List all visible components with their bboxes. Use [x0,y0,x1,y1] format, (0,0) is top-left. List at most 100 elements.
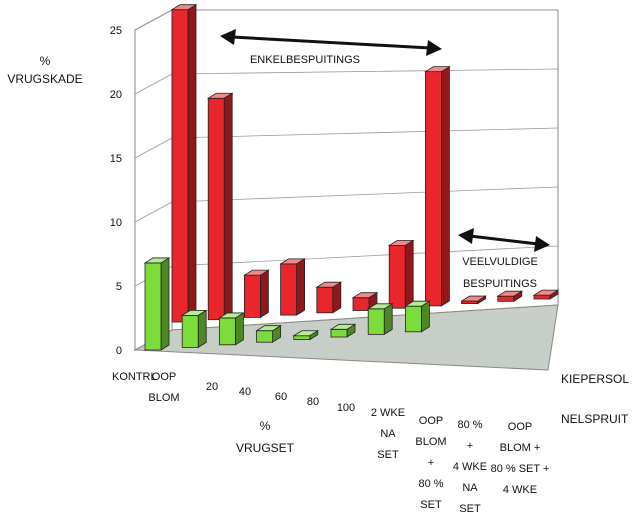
bar-nelspruit-7 [404,300,431,333]
bar-kiepersol-6 [387,239,415,309]
x-tick-label-line: BLOM [148,392,179,404]
gridline-side [134,73,173,95]
x-tick-label-line: NA [462,482,478,494]
series-label-kiepersol: KIEPERSOL [561,372,629,386]
bar-kiepersol-7-top [424,66,451,73]
bar-kiepersol-9-top [496,290,524,297]
bar-kiepersol-10 [532,289,560,300]
y-axis-title-line2: VRUGSKADE [7,72,82,86]
multiple-spray-label-line1: VEELVULDIGE [462,256,538,268]
x-tick-label-line: BLOM [415,436,446,448]
x-tick-label-line: 60 [275,391,287,403]
x-tick-label: 100 [337,402,355,414]
y-axis-title-line1: % [40,54,51,68]
bar-nelspruit-1-top [180,309,208,316]
x-tick-label: OOP BLOM +80 % SET [415,415,446,511]
gridline-side [134,201,173,223]
x-tick-label-line: 40 [239,386,251,398]
x-tick-label: 40 [239,386,251,398]
x-tick-label-line: 2 WKE [371,407,405,419]
x-tick-label-line: 4 WKE [503,484,537,496]
x-tick-label-line: 80 % [457,419,482,431]
y-tick-label: 25 [110,25,122,37]
multiple-spray-label-line2: BESPUITINGS [463,278,537,290]
bar-nelspruit-6 [366,303,394,336]
x-tick-label-line: + [467,440,473,452]
x-tick-label: OOP BLOM + 80 % SET + 4 WKE [491,421,550,496]
x-tick-label-line: OOP [419,415,443,427]
bar-kiepersol-6-side [404,239,414,309]
y-tick-label: 5 [116,281,122,293]
bar-nelspruit-5-top [329,323,357,330]
x-axis-title-line1: % [260,419,271,433]
bar-kiepersol-8 [460,295,487,305]
bar-kiepersol-2-top [243,269,270,276]
bar-kiepersol-6-top [387,240,415,246]
x-tick-label: 60 [275,391,287,403]
bar-kiepersol-9-front [497,295,515,302]
bar-nelspruit-2-front [218,317,236,346]
bar-kiepersol-9 [496,290,524,303]
bar-nelspruit-5 [329,323,357,338]
x-tick-label-line: 80 % SET + [491,463,550,475]
bar-nelspruit-2 [218,312,245,346]
bar-kiepersol-3-top [279,258,306,265]
x-tick-label-line: 4 WKE [453,461,487,473]
bar-kiepersol-0-side [187,3,197,323]
y-tick-label: 15 [110,153,122,165]
single-spray-label: ENKELBESPUITINGS [250,54,360,66]
bar-nelspruit-1-front [181,314,199,348]
x-tick-label-line: + [428,457,434,469]
bar-kiepersol-8-top [460,295,487,302]
bar-kiepersol-10-front [533,294,551,300]
bar-nelspruit-0-top [143,257,171,264]
x-tick-label-line: BLOM + [500,442,541,454]
gridline-side [134,137,173,159]
bar-kiepersol-4-front [316,286,334,314]
y-tick-label: 20 [110,89,122,101]
bar-kiepersol-5-front [352,297,370,311]
x-tick-label-line: 80 % [418,478,443,490]
bar-nelspruit-3-front [256,330,274,343]
bars [143,3,560,351]
bar-nelspruit-6-top [366,303,394,310]
bar-nelspruit-6-front [367,308,385,335]
x-axis-title-line2: VRUGSET [236,441,295,455]
x-tick-label-line: 80 [307,396,319,408]
multiple-spray-arrow [458,228,550,252]
bar-nelspruit-7-front [404,305,422,333]
bar-kiepersol-1-front [207,97,225,321]
y-tick-label: 0 [116,345,122,357]
bar-kiepersol-1-top [206,92,234,99]
x-tick-label: 80 % +4 WKE NA SET [453,419,487,512]
bar-nelspruit-2-top [218,312,245,319]
bar-kiepersol-7-front [424,71,442,307]
bar-kiepersol-2-side [259,269,269,319]
x-tick-label-line: SET [420,499,442,511]
gridlines [134,9,559,287]
bar-nelspruit-7-top [404,300,431,307]
x-tick-label: 20 [206,381,218,393]
x-tick-label-line: OOP [508,421,532,433]
bar-nelspruit-0-side [160,257,170,351]
bar-kiepersol-1-side [223,92,233,321]
bar-nelspruit-1-side [197,309,207,349]
bar-nelspruit-5-front [330,328,348,338]
bar-kiepersol-3-side [296,258,306,316]
bar-kiepersol-0 [170,3,198,323]
gridline [171,186,559,203]
single-spray-arrow [220,29,442,56]
bar-nelspruit-1 [180,309,208,349]
x-tick-label-line: 100 [337,402,355,414]
gridline-side [134,9,173,31]
bar-kiepersol-1 [206,92,234,321]
x-tick-label-line: KONTRL [112,371,157,383]
bar-nelspruit-3-top [255,325,282,332]
gridline [171,245,559,267]
x-tick-label-line: OOP [152,371,176,383]
x-tick-label: 2 WKE NA SET [371,407,405,461]
y-axis-ticks: 0 5 10 15 20 25 [110,25,122,357]
gridline [171,127,559,139]
bar-nelspruit-0 [143,257,171,351]
